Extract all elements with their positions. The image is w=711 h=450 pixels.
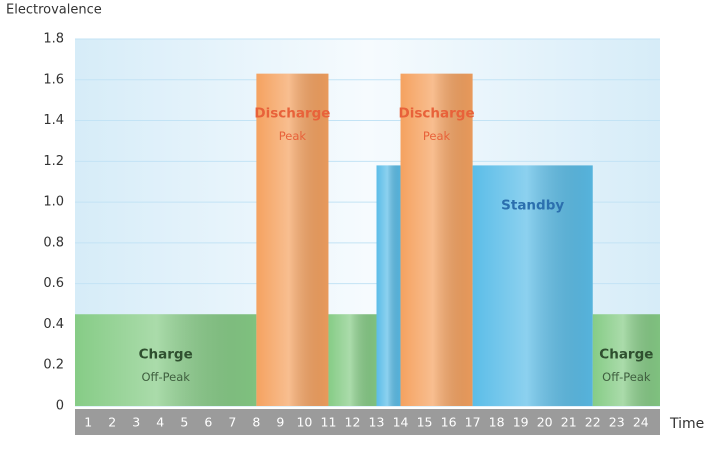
y-tick-label: 0.2 [43, 358, 64, 373]
bar-shine [472, 165, 593, 406]
x-tick-label: 14 [393, 415, 409, 430]
x-tick-label: 11 [321, 415, 337, 430]
x-tick-label: 5 [180, 415, 188, 430]
segment-sublabel: Peak [423, 129, 451, 143]
x-tick-label: 8 [252, 415, 260, 430]
segment-label: Discharge [254, 106, 330, 122]
y-tick-label: 0.4 [43, 317, 64, 332]
bar-shine [376, 165, 401, 406]
x-tick-label: 6 [204, 415, 212, 430]
y-tick-label: 0 [56, 399, 64, 414]
segment-label: Discharge [399, 106, 475, 122]
x-tick-label: 17 [465, 415, 481, 430]
bar-shine [75, 314, 257, 406]
segment-sublabel: Peak [279, 129, 307, 143]
x-tick-label: 4 [156, 415, 164, 430]
x-tick-label: 18 [489, 415, 505, 430]
segment-label: Standby [501, 197, 564, 213]
bar-shine [328, 314, 377, 406]
x-axis-band [75, 409, 660, 435]
x-axis-label: Time [669, 416, 704, 432]
y-tick-label: 0.6 [43, 276, 64, 291]
x-tick-label: 10 [296, 415, 312, 430]
y-tick-label: 0.8 [43, 235, 64, 250]
y-tick-label: 1.0 [43, 195, 64, 210]
segment-label: Charge [599, 346, 653, 362]
bar-shine [256, 73, 329, 407]
y-tick-label: 1.2 [43, 154, 64, 169]
segment-sublabel: Off-Peak [602, 370, 651, 384]
x-tick-label: 12 [345, 415, 361, 430]
x-tick-label: 3 [132, 415, 140, 430]
y-tick-label: 1.4 [43, 113, 64, 128]
x-tick-label: 24 [633, 415, 649, 430]
x-tick-label: 22 [585, 415, 601, 430]
x-tick-label: 9 [276, 415, 284, 430]
x-tick-label: 20 [537, 415, 553, 430]
x-tick-label: 1 [84, 415, 92, 430]
segment-label: Charge [139, 346, 193, 362]
x-tick-label: 19 [513, 415, 529, 430]
x-tick-label: 2 [108, 415, 116, 430]
y-tick-label: 1.6 [43, 72, 64, 87]
bar-shine [400, 73, 473, 407]
x-tick-label: 7 [228, 415, 236, 430]
x-tick-label: 21 [561, 415, 577, 430]
y-tick-label: 1.8 [43, 32, 64, 47]
x-tick-label: 13 [369, 415, 385, 430]
y-axis-label: Electrovalence [6, 3, 102, 18]
segment-sublabel: Off-Peak [141, 370, 190, 384]
x-tick-label: 15 [417, 415, 433, 430]
bar-shine [592, 314, 660, 406]
x-tick-label: 23 [609, 415, 625, 430]
x-tick-label: 16 [441, 415, 457, 430]
